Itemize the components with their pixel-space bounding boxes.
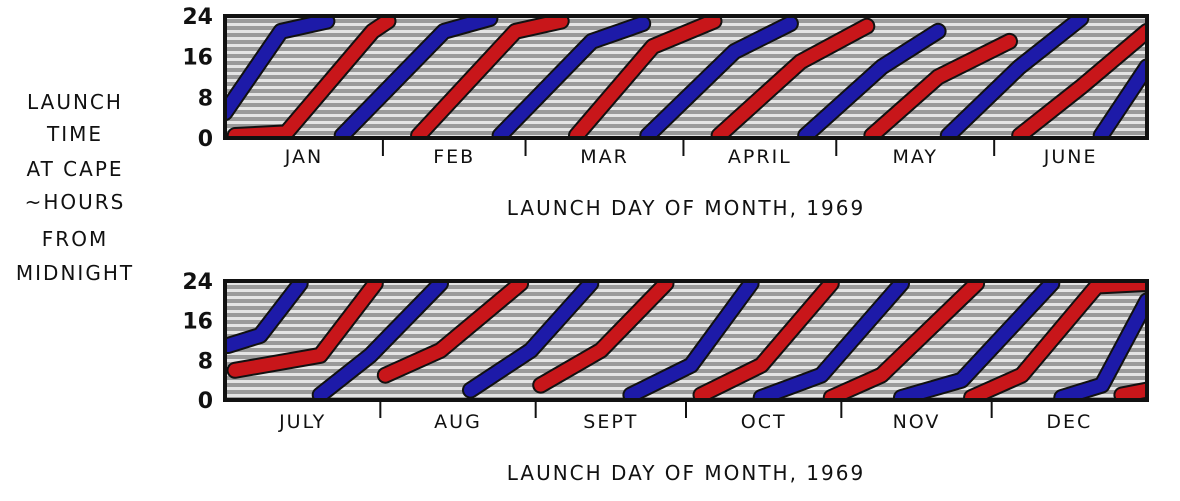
blue-launch-window-band [799,24,945,138]
blue-launch-window-band [225,16,334,120]
y-tick-label: 8 [198,86,213,111]
y-tick-label: 0 [198,389,213,414]
red-launch-window-band [412,16,568,138]
blue-launch-window-band [313,281,447,400]
month-label: NOV [893,411,941,433]
month-label: APRIL [728,146,792,168]
y-label-line: AT CAPE [26,157,123,181]
blue-launch-window-band [493,17,650,138]
y-tick-label: 24 [182,270,213,295]
red-launch-window-band [228,281,382,377]
y-label-line: ~HOURS [25,190,126,214]
blue-launch-window-band [754,281,908,400]
month-label: MAR [580,146,629,168]
red-launch-window-band [228,16,395,138]
red-launch-window-band [965,281,1147,400]
red-launch-window-band [378,281,528,382]
chart-panel: 0 8 16 24 JAN FEB MAR APRIL MAY JUNE LAUNCH DAY OF… [182,5,1149,220]
y-label-line: LAUNCH [27,90,123,114]
chart-panel: 0 8 16 24 JULY AUG SEPT OCT NOV DEC LAUNCH DAY OF … [182,270,1149,485]
y-tick-label: 16 [182,46,213,71]
blue-launch-window-band [641,17,797,138]
month-label: SEPT [583,411,638,433]
red-launch-window-band [865,34,1016,138]
blue-launch-window-band [225,281,307,352]
month-label: JULY [278,411,326,433]
y-label-line: MIDNIGHT [16,261,134,285]
red-launch-window-band [570,16,721,138]
plot-frame [223,14,1149,140]
red-launch-window-band [712,19,874,138]
x-axis-title: LAUNCH DAY OF MONTH, 1969 [507,461,865,485]
y-label-line: FROM [42,227,108,251]
month-label: MAY [892,146,938,168]
month-label: JUNE [1043,146,1098,168]
bands [225,16,1147,138]
blue-launch-window-band [624,281,758,400]
red-launch-window-band [694,281,838,400]
blue-launch-window-band [895,281,1059,400]
month-label: OCT [741,411,787,433]
y-tick-label: 8 [198,349,213,374]
y-tick-label: 24 [182,5,213,30]
month-label: FEB [433,146,475,168]
red-launch-window-band [1013,24,1147,138]
y-tick-label: 0 [198,127,213,152]
blue-launch-window-band [335,16,497,138]
bands [225,281,1147,400]
x-axis-title: LAUNCH DAY OF MONTH, 1969 [507,196,865,220]
red-launch-window-band [1115,383,1147,400]
month-label: JAN [284,146,323,168]
month-label: AUG [434,411,482,433]
red-launch-window-band [824,281,984,400]
blue-launch-window-band [941,16,1088,138]
blue-launch-window-band [1094,60,1147,138]
y-label-line: TIME [46,122,103,146]
red-launch-window-band [534,281,673,392]
blue-launch-window-band [464,281,598,397]
month-label: DEC [1046,411,1092,433]
blue-launch-window-band [1055,294,1147,400]
y-tick-label: 16 [182,310,213,335]
y-axis-label: LAUNCH TIME AT CAPE ~HOURS FROM MIDNIGHT [16,90,134,285]
